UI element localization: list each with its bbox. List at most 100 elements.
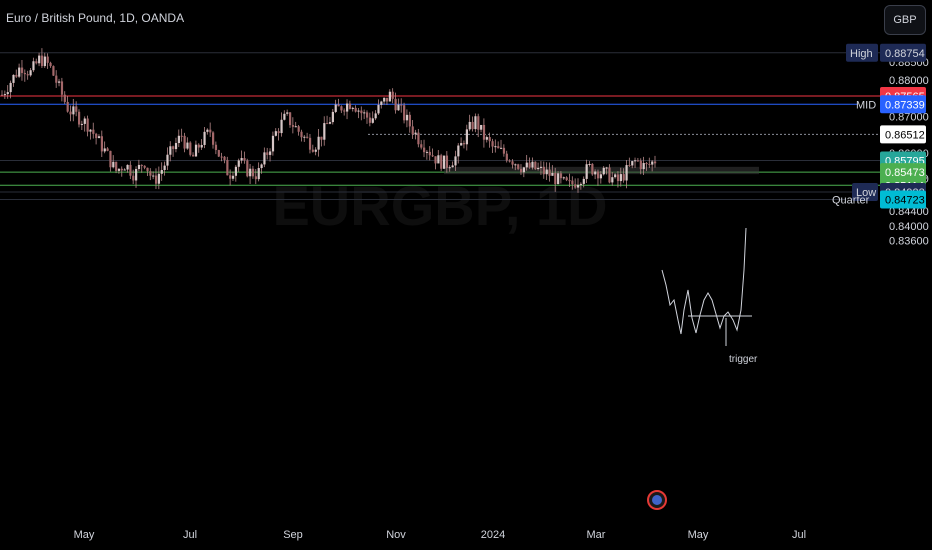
candle-body	[271, 135, 275, 152]
candle-body	[365, 112, 369, 118]
candle-body	[109, 150, 112, 168]
candle-body	[166, 154, 169, 166]
candle-body	[505, 153, 508, 161]
price-label-box	[880, 95, 926, 114]
candle-body	[388, 91, 392, 102]
candle-body	[346, 103, 349, 112]
candle-body	[260, 164, 263, 169]
candle-body	[172, 146, 175, 150]
candle-body	[115, 161, 118, 171]
candle-body	[143, 165, 146, 168]
candle-body	[551, 172, 554, 176]
price-labels: 0.88754High0.875650.87339MID0.865120.857…	[832, 43, 927, 209]
candle-body	[12, 74, 15, 83]
price-label: 0.85473	[885, 167, 925, 179]
candle-body	[251, 168, 255, 177]
price-label-box	[880, 190, 926, 209]
candle-body	[320, 136, 323, 140]
candle-body	[3, 94, 7, 96]
candle-body	[58, 81, 61, 83]
price-label-box	[880, 43, 926, 62]
level-tag-box	[852, 183, 878, 202]
price-label-box	[880, 125, 926, 144]
candle-body	[417, 132, 420, 145]
candle-body	[645, 163, 648, 165]
candle-body	[414, 132, 417, 135]
candle-body	[328, 122, 332, 124]
candle-body	[18, 67, 21, 77]
candle-body	[588, 163, 591, 165]
candle-body	[411, 126, 414, 135]
candle-body	[303, 136, 306, 138]
candle-body	[209, 129, 212, 133]
candle-body	[169, 146, 172, 155]
candle-body	[86, 118, 89, 132]
candle-body	[100, 136, 104, 152]
candle-body	[291, 125, 295, 127]
candle-body	[120, 168, 123, 171]
candle-body	[160, 170, 163, 174]
candle-body	[457, 145, 460, 157]
candle-body	[103, 148, 106, 152]
candle-body	[289, 112, 292, 126]
level-tag: MID	[856, 99, 876, 111]
candle-body	[294, 126, 297, 128]
candle-body	[383, 97, 386, 102]
candle-body	[243, 158, 246, 161]
candle-body	[263, 152, 266, 165]
x-tick-label: Nov	[386, 529, 406, 541]
candle-body	[226, 159, 229, 176]
candle-body	[491, 141, 494, 147]
candle-body	[55, 75, 58, 83]
y-tick-label: 0.88000	[889, 75, 929, 87]
candle-body	[360, 110, 363, 114]
candle-body	[223, 156, 226, 160]
candle-body	[300, 131, 303, 138]
candle-body	[269, 151, 272, 155]
symbol-watermark: EURGBP, 1D	[272, 174, 607, 237]
candle-body	[442, 155, 446, 169]
x-tick-label: Jul	[792, 529, 806, 541]
candle-body	[437, 155, 440, 164]
candle-body	[112, 161, 115, 168]
time-axis: May Jul Sep Nov 2024 Mar May Jul	[74, 529, 806, 541]
candle-body	[35, 61, 38, 64]
candle-body	[368, 117, 372, 123]
candle-body	[314, 149, 317, 152]
candle-body	[1, 94, 4, 96]
candle-body	[622, 174, 625, 181]
candle-body	[189, 142, 192, 155]
candle-body	[408, 114, 411, 127]
candle-body	[266, 152, 269, 155]
candle-body	[15, 74, 18, 77]
candle-body	[425, 151, 429, 153]
candle-body	[106, 148, 109, 151]
candle-body	[46, 56, 49, 63]
candle-body	[60, 81, 64, 95]
candle-body	[246, 160, 249, 177]
candle-body	[229, 175, 232, 179]
candle-body	[286, 112, 289, 114]
candle-body	[514, 164, 517, 166]
x-tick-label: Sep	[283, 529, 303, 541]
candle-body	[651, 161, 654, 165]
candle-body	[428, 151, 431, 156]
candle-body	[154, 175, 158, 184]
candle-body	[80, 123, 84, 125]
x-tick-label: 2024	[481, 529, 505, 541]
candle-body	[482, 124, 486, 140]
candle-body	[152, 175, 155, 177]
candle-body	[385, 97, 389, 102]
candle-body	[596, 171, 600, 179]
candle-body	[400, 104, 403, 106]
currency-button[interactable]: GBP	[884, 5, 926, 35]
horizontal-levels	[0, 52, 882, 200]
candle-body	[577, 184, 580, 188]
candle-body	[348, 103, 352, 109]
candle-body	[9, 82, 12, 93]
replay-icon[interactable]	[647, 490, 667, 510]
candle-body	[371, 118, 374, 123]
candle-body	[240, 158, 243, 161]
candle-body	[477, 116, 480, 130]
